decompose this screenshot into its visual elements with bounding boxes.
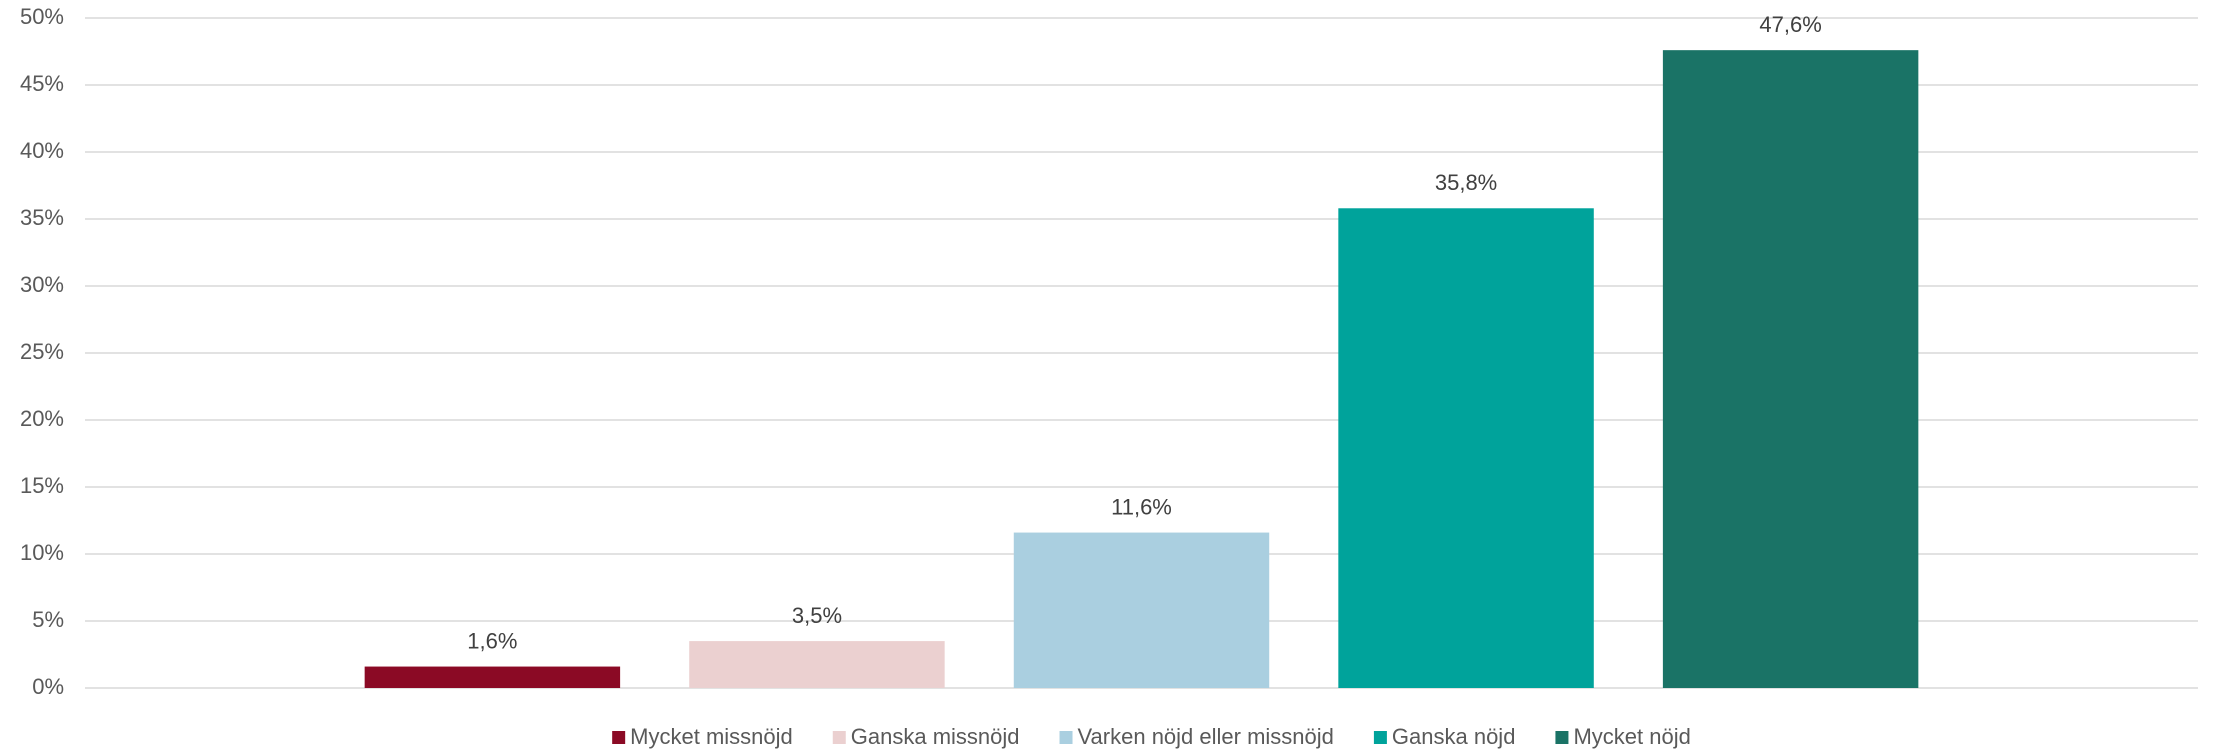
legend-swatch bbox=[832, 731, 846, 744]
legend-swatch bbox=[1059, 731, 1073, 744]
y-tick-label: 10% bbox=[20, 540, 64, 565]
y-tick-label: 45% bbox=[20, 71, 64, 96]
data-label: 35,8% bbox=[1435, 170, 1497, 195]
bar bbox=[1662, 50, 1919, 689]
legend-label: Ganska missnöjd bbox=[851, 724, 1020, 749]
bar bbox=[364, 666, 621, 688]
legend-label: Ganska nöjd bbox=[1392, 724, 1516, 749]
y-tick-label: 35% bbox=[20, 205, 64, 230]
data-label: 11,6% bbox=[1111, 494, 1172, 519]
legend-swatch bbox=[612, 731, 626, 744]
legend-label: Mycket nöjd bbox=[1573, 724, 1690, 749]
legend-swatch bbox=[1373, 731, 1387, 744]
y-tick-label: 5% bbox=[32, 607, 64, 632]
y-tick-label: 15% bbox=[20, 473, 64, 498]
legend-label: Varken nöjd eller missnöjd bbox=[1078, 724, 1334, 749]
y-tick-label: 20% bbox=[20, 406, 64, 431]
bar bbox=[1338, 208, 1594, 688]
y-tick-label: 40% bbox=[20, 138, 64, 163]
data-label: 1,6% bbox=[467, 628, 517, 653]
data-label: 47,6% bbox=[1759, 12, 1821, 37]
legend: Mycket missnöjd Ganska missnöjd Varken nöj… bbox=[612, 724, 1691, 749]
y-tick-label: 30% bbox=[20, 272, 64, 297]
data-label: 3,5% bbox=[792, 603, 842, 628]
y-tick-label: 50% bbox=[20, 4, 64, 29]
y-tick-label: 25% bbox=[20, 339, 64, 364]
legend-swatch bbox=[1555, 731, 1569, 744]
bar bbox=[689, 641, 945, 688]
bar bbox=[1013, 532, 1270, 688]
legend-label: Mycket missnöjd bbox=[630, 724, 793, 749]
y-tick-label: 0% bbox=[32, 674, 64, 699]
